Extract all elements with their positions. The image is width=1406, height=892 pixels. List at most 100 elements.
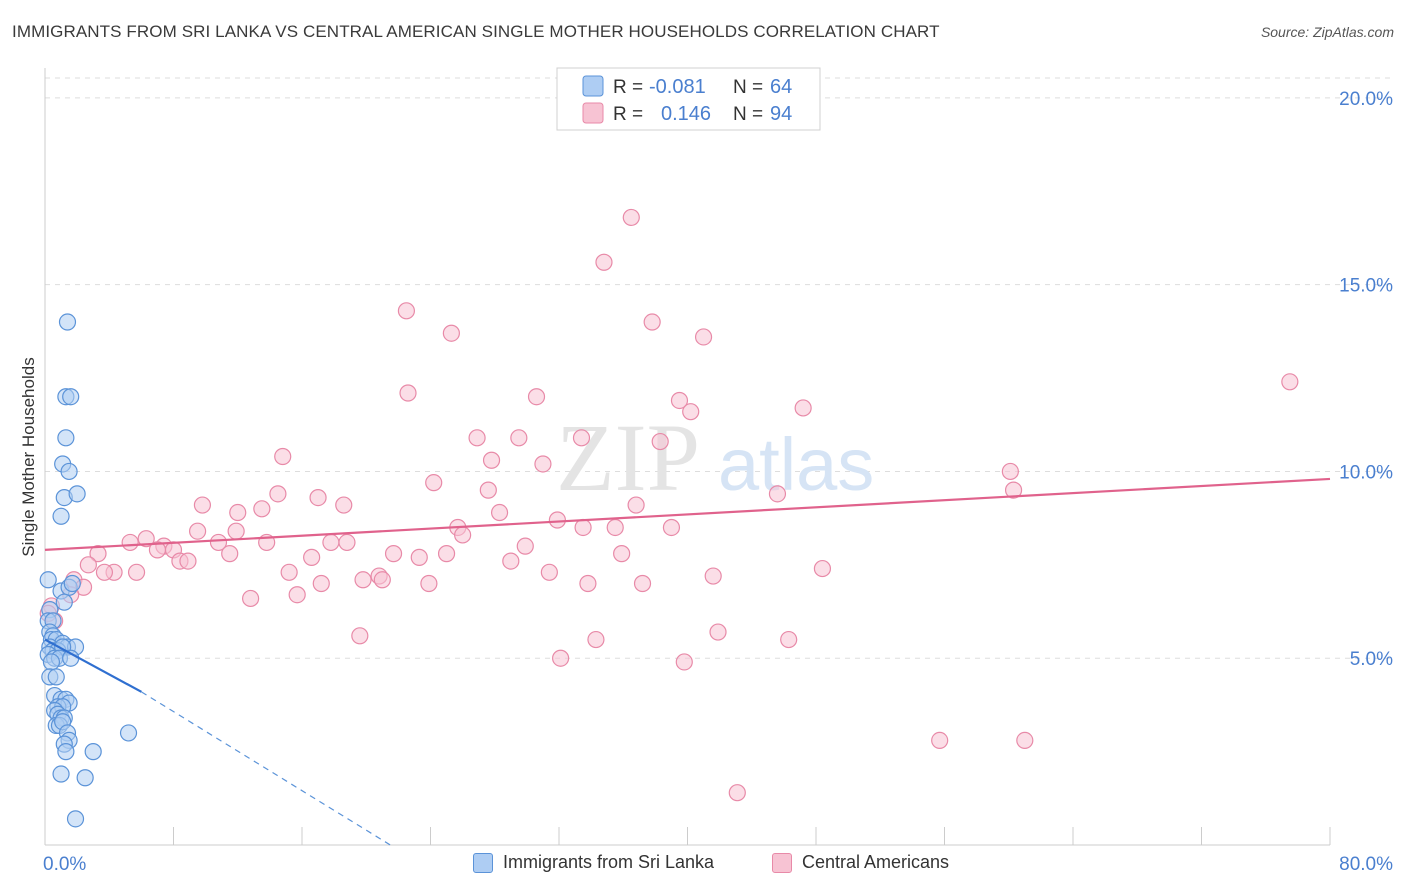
data-point bbox=[768, 485, 787, 503]
x-tick-label: 80.0% bbox=[1339, 854, 1393, 875]
data-point bbox=[39, 571, 57, 589]
data-point bbox=[397, 302, 416, 320]
data-point bbox=[57, 743, 75, 761]
data-point bbox=[280, 563, 298, 581]
data-point bbox=[540, 563, 558, 581]
data-point bbox=[534, 455, 552, 473]
data-point bbox=[335, 496, 353, 514]
tick-labels: 5.0% 10.0% 15.0% 20.0% 0.0% 80.0% bbox=[43, 89, 1393, 875]
legend-n-value-2: 94 bbox=[770, 103, 792, 125]
data-point bbox=[694, 328, 713, 346]
data-point bbox=[479, 481, 497, 499]
data-point bbox=[242, 589, 260, 608]
data-point bbox=[420, 574, 438, 593]
data-point bbox=[229, 503, 247, 522]
data-point bbox=[253, 500, 271, 518]
legend-r-value-2: 0.146 bbox=[661, 103, 711, 125]
data-point bbox=[643, 313, 661, 331]
data-point bbox=[651, 432, 669, 451]
data-point bbox=[137, 530, 155, 548]
data-point bbox=[527, 388, 546, 406]
correlation-legend: R = -0.081 N = 64 R = 0.146 N = 94 bbox=[556, 67, 821, 131]
data-point bbox=[595, 253, 613, 271]
watermark-atlas: atlas bbox=[718, 423, 874, 506]
data-point bbox=[510, 429, 528, 447]
legend-item-central-americans: Central Americans bbox=[772, 852, 949, 873]
data-point bbox=[188, 522, 207, 540]
y-tick-label: 20.0% bbox=[1339, 89, 1393, 110]
data-point bbox=[482, 451, 501, 469]
data-point bbox=[675, 653, 693, 671]
data-point bbox=[227, 522, 245, 540]
watermark-zip: ZIP bbox=[556, 404, 700, 511]
data-point bbox=[399, 384, 417, 402]
y-axis-label: Single Mother Households bbox=[19, 357, 38, 556]
data-point bbox=[42, 653, 61, 671]
data-point bbox=[288, 586, 306, 604]
data-point bbox=[572, 429, 591, 447]
legend-swatch-pink bbox=[582, 102, 604, 124]
y-tick-label: 15.0% bbox=[1339, 276, 1393, 297]
data-point bbox=[57, 429, 75, 447]
data-point bbox=[670, 391, 689, 410]
data-point bbox=[338, 533, 356, 552]
data-point bbox=[931, 731, 949, 750]
data-point bbox=[516, 537, 534, 555]
data-point bbox=[728, 784, 746, 802]
data-point bbox=[633, 574, 652, 593]
data-point bbox=[121, 533, 139, 552]
chart-title: IMMIGRANTS FROM SRI LANKA VS CENTRAL AME… bbox=[12, 22, 940, 41]
data-point bbox=[193, 496, 212, 514]
data-point bbox=[60, 462, 78, 481]
data-point bbox=[66, 810, 85, 828]
data-point bbox=[579, 574, 597, 593]
y-tick-label: 5.0% bbox=[1350, 649, 1393, 670]
data-point bbox=[179, 552, 197, 570]
data-point bbox=[47, 668, 65, 686]
data-point bbox=[351, 627, 369, 645]
trend-line-sri-lanka-extrapolated bbox=[141, 691, 391, 846]
legend-r-label-2: R = bbox=[613, 104, 643, 125]
series-legend: Immigrants from Sri Lanka Central Americ… bbox=[0, 850, 1406, 878]
data-point bbox=[606, 518, 624, 537]
legend-item-sri-lanka: Immigrants from Sri Lanka bbox=[473, 852, 714, 873]
data-point bbox=[502, 552, 520, 570]
data-point bbox=[274, 447, 292, 466]
data-point bbox=[813, 559, 832, 578]
legend-n-label-1: N = bbox=[733, 77, 763, 98]
data-point bbox=[548, 511, 566, 529]
data-point bbox=[312, 574, 330, 593]
trend-line-central-americans bbox=[44, 477, 1331, 551]
data-point bbox=[442, 324, 460, 342]
data-point bbox=[89, 545, 107, 563]
data-point bbox=[709, 623, 727, 641]
data-point bbox=[704, 567, 722, 585]
data-point bbox=[622, 208, 640, 227]
data-point bbox=[209, 533, 228, 552]
data-point bbox=[1001, 462, 1019, 481]
data-point bbox=[1004, 481, 1023, 499]
data-point bbox=[490, 503, 509, 522]
trend-lines bbox=[44, 477, 1331, 846]
legend-n-label-2: N = bbox=[733, 104, 763, 125]
watermark: ZIP atlas bbox=[556, 404, 874, 511]
data-point bbox=[454, 526, 472, 544]
data-point bbox=[55, 593, 73, 611]
data-point bbox=[552, 649, 570, 667]
legend-r-value-1: -0.081 bbox=[649, 76, 706, 98]
source-label: Source: ZipAtlas.com bbox=[1260, 24, 1394, 40]
data-point bbox=[354, 571, 372, 589]
data-point bbox=[95, 563, 114, 581]
data-point bbox=[62, 388, 80, 406]
data-point bbox=[794, 399, 812, 417]
legend-label-sri-lanka: Immigrants from Sri Lanka bbox=[503, 852, 715, 872]
data-point bbox=[1016, 731, 1034, 750]
data-point bbox=[76, 769, 94, 787]
trend-line-sri-lanka bbox=[44, 638, 142, 693]
y-tick-label: 10.0% bbox=[1339, 462, 1393, 483]
legend-r-label-1: R = bbox=[613, 77, 643, 98]
x-tick-label: 0.0% bbox=[43, 854, 86, 875]
data-point bbox=[269, 485, 287, 503]
data-point bbox=[587, 630, 605, 649]
